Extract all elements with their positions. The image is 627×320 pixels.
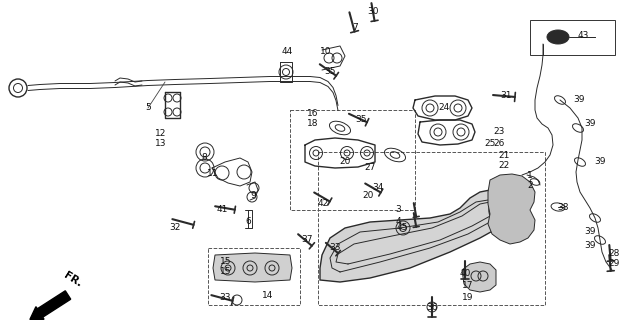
Text: 32: 32 bbox=[169, 223, 181, 233]
Text: 30: 30 bbox=[367, 7, 379, 17]
Text: 3: 3 bbox=[395, 205, 401, 214]
Ellipse shape bbox=[547, 30, 569, 44]
Text: 20: 20 bbox=[362, 191, 374, 201]
Text: 15: 15 bbox=[220, 268, 232, 276]
Text: 34: 34 bbox=[372, 183, 384, 193]
Text: 8: 8 bbox=[201, 154, 207, 163]
Text: 6: 6 bbox=[245, 218, 251, 227]
Text: 40: 40 bbox=[460, 268, 471, 277]
Text: 45: 45 bbox=[396, 223, 408, 233]
Text: 10: 10 bbox=[320, 47, 332, 57]
Text: 20: 20 bbox=[339, 157, 350, 166]
Text: 13: 13 bbox=[155, 139, 167, 148]
Text: 1: 1 bbox=[527, 171, 533, 180]
Text: 39: 39 bbox=[584, 228, 596, 236]
Text: 35: 35 bbox=[356, 116, 367, 124]
Text: 44: 44 bbox=[282, 47, 293, 57]
Text: 11: 11 bbox=[208, 170, 219, 179]
Text: 39: 39 bbox=[594, 157, 606, 166]
Text: 33: 33 bbox=[219, 293, 231, 302]
Text: 16: 16 bbox=[307, 109, 319, 118]
Text: 15: 15 bbox=[220, 257, 232, 266]
Text: 14: 14 bbox=[262, 291, 274, 300]
Text: 42: 42 bbox=[317, 198, 329, 207]
Text: 29: 29 bbox=[608, 259, 619, 268]
Text: 31: 31 bbox=[500, 91, 512, 100]
Text: 22: 22 bbox=[498, 162, 510, 171]
Text: 39: 39 bbox=[584, 118, 596, 127]
Text: 35: 35 bbox=[324, 68, 335, 76]
Text: 24: 24 bbox=[438, 103, 450, 113]
Text: 19: 19 bbox=[462, 292, 474, 301]
Text: 43: 43 bbox=[577, 31, 589, 41]
Text: 25: 25 bbox=[484, 139, 496, 148]
Text: 38: 38 bbox=[557, 203, 569, 212]
Polygon shape bbox=[213, 253, 292, 282]
Text: 12: 12 bbox=[155, 130, 167, 139]
Text: 41: 41 bbox=[216, 205, 228, 214]
Text: 27: 27 bbox=[364, 163, 376, 172]
Text: 36: 36 bbox=[426, 303, 438, 313]
Text: 9: 9 bbox=[250, 190, 256, 199]
Text: 17: 17 bbox=[462, 282, 474, 291]
Text: 39: 39 bbox=[584, 242, 596, 251]
Text: 5: 5 bbox=[145, 103, 151, 113]
Text: 2: 2 bbox=[527, 181, 533, 190]
Text: FR.: FR. bbox=[62, 270, 84, 289]
Text: 4: 4 bbox=[395, 217, 401, 226]
Polygon shape bbox=[462, 262, 496, 292]
Text: 26: 26 bbox=[493, 139, 505, 148]
FancyArrow shape bbox=[30, 291, 71, 319]
Text: 23: 23 bbox=[493, 127, 505, 137]
Text: 33: 33 bbox=[329, 244, 340, 252]
Text: 37: 37 bbox=[301, 236, 313, 244]
Text: 7: 7 bbox=[352, 23, 358, 33]
Polygon shape bbox=[488, 174, 535, 244]
Text: 21: 21 bbox=[498, 150, 510, 159]
Text: 18: 18 bbox=[307, 119, 319, 129]
Polygon shape bbox=[320, 190, 512, 282]
Text: 39: 39 bbox=[573, 95, 585, 105]
Text: 28: 28 bbox=[608, 249, 619, 258]
